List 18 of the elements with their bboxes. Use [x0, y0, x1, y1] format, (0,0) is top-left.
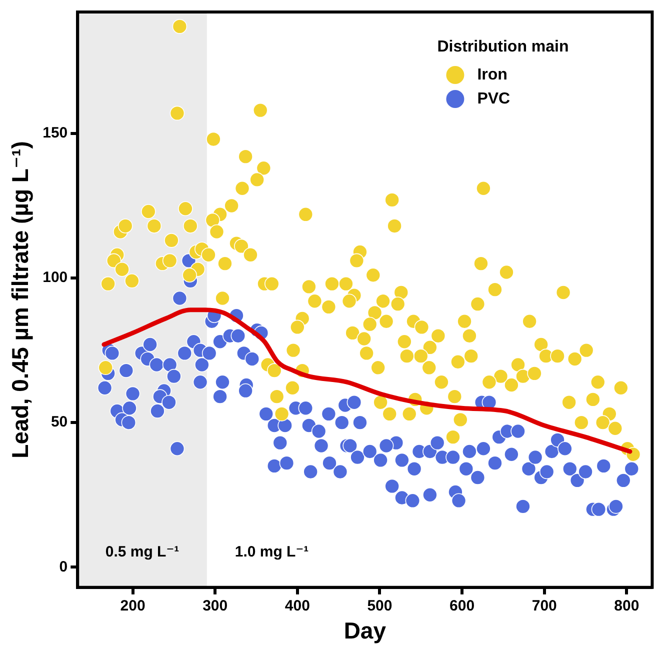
y-tick-label: 50 — [50, 414, 68, 431]
x-tick-label: 600 — [450, 598, 475, 615]
y-axis-title: Lead, 0.45 µm filtrate (µg L⁻¹) — [7, 141, 34, 458]
x-tick-label: 800 — [614, 598, 640, 615]
x-tick-label: 500 — [367, 598, 392, 615]
x-tick-label: 400 — [284, 598, 310, 615]
legend-label: Iron — [477, 66, 508, 84]
y-tick-label: 100 — [42, 269, 68, 286]
y-tick-label: 0 — [59, 558, 68, 576]
legend-label: PVC — [477, 90, 511, 108]
legend-title: Distribution main — [437, 38, 569, 56]
x-tick-label: 700 — [532, 598, 557, 615]
x-axis-title: Day — [344, 618, 386, 644]
band-label: 0.5 mg L⁻¹ — [105, 544, 180, 561]
annotation: 1.0 mg L⁻¹ — [234, 544, 309, 561]
x-tick-label: 300 — [202, 598, 228, 615]
x-tick-label: 200 — [120, 598, 146, 615]
y-tick-label: 150 — [42, 124, 68, 142]
